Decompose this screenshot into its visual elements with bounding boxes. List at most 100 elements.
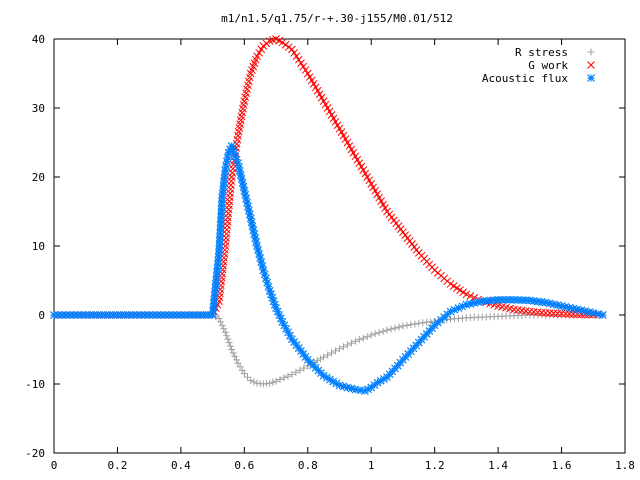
data-point (276, 314, 285, 323)
data-point (165, 311, 173, 319)
x-tick-label: 1.8 (615, 459, 635, 472)
x-tick-label: 1.4 (488, 459, 508, 472)
data-point (379, 200, 387, 209)
data-point (210, 291, 219, 300)
data-point (50, 311, 58, 319)
data-point (220, 325, 228, 333)
data-point (270, 300, 279, 309)
data-point (221, 166, 230, 175)
chart-title: m1/n1.5/q1.75/r-+.30-j155/M0.01/512 (221, 12, 453, 25)
data-point (213, 260, 222, 269)
data-point (213, 264, 222, 273)
data-point (363, 333, 371, 341)
data-point (219, 181, 228, 190)
data-point (256, 254, 265, 262)
data-point (97, 311, 106, 319)
data-point (222, 161, 231, 170)
legend-label: Acoustic flux (482, 72, 568, 85)
data-point (325, 107, 334, 116)
data-point (347, 145, 356, 154)
x-tick-label: 1.2 (425, 459, 445, 472)
data-point (376, 376, 385, 385)
data-point (300, 364, 308, 372)
data-point (292, 368, 300, 376)
data-point (208, 311, 217, 319)
data-point (93, 311, 102, 319)
data-point (216, 221, 225, 230)
data-point (427, 318, 435, 326)
x-tick-label: 0 (51, 459, 58, 472)
data-point (284, 328, 293, 337)
data-point (253, 52, 261, 61)
data-point (272, 377, 280, 385)
data-point (218, 321, 226, 329)
data-point (219, 185, 227, 194)
data-point (553, 301, 562, 310)
data-point (284, 372, 292, 380)
y-tick-label: 0 (38, 309, 45, 322)
data-point (521, 296, 530, 305)
data-point (309, 79, 318, 88)
data-point (275, 311, 284, 319)
data-point (101, 311, 110, 319)
data-point (339, 131, 348, 140)
axis-ticks: 0 0.2 0.4 0.6 0.8 1 1.2 1.4 1.6 1.8 -20 -10 0 10 20 30 4… (25, 33, 635, 472)
data-point (577, 306, 586, 315)
data-point (209, 307, 217, 316)
data-point (379, 327, 387, 335)
data-point (466, 292, 475, 300)
data-point (549, 300, 558, 309)
data-point (367, 180, 376, 188)
data-point (242, 194, 251, 203)
data-point (581, 307, 590, 316)
x-tick-label: 0.6 (234, 459, 254, 472)
data-point (214, 256, 223, 265)
data-point (221, 328, 229, 336)
data-point (196, 311, 205, 319)
x-tick-label: 1 (368, 459, 375, 472)
data-point (339, 343, 347, 351)
data-point (529, 297, 538, 305)
data-point (498, 295, 507, 304)
data-point (351, 385, 360, 394)
data-point (254, 246, 263, 254)
data-point (266, 379, 274, 387)
legend-marker (587, 48, 595, 56)
data-point (353, 155, 362, 164)
data-point (217, 209, 226, 218)
y-tick-label: 20 (32, 171, 45, 184)
data-point (359, 166, 368, 174)
data-point (81, 311, 90, 319)
data-point (403, 321, 411, 329)
data-point (525, 296, 534, 305)
data-point (223, 332, 231, 340)
data-point (280, 321, 289, 330)
data-point (286, 331, 294, 340)
data-point (250, 378, 258, 386)
data-point (383, 326, 391, 334)
data-point (317, 93, 326, 102)
data-point (313, 357, 321, 365)
data-point (215, 314, 223, 322)
x-tick-label: 0.4 (171, 459, 191, 472)
data-point (328, 349, 336, 357)
legend-label: G work (528, 59, 568, 72)
data-point (533, 297, 542, 306)
data-point (281, 40, 290, 49)
data-point (251, 234, 260, 243)
data-point (264, 282, 273, 291)
data-point (506, 295, 514, 304)
data-point (377, 197, 385, 206)
data-point (333, 121, 342, 130)
data-point (313, 86, 322, 95)
data-point (169, 311, 177, 319)
y-tick-label: 10 (32, 240, 45, 253)
data-point (216, 217, 225, 226)
data-point (294, 55, 303, 64)
data-point (419, 319, 427, 327)
data-point (249, 226, 258, 235)
data-point (220, 178, 228, 186)
data-point (446, 307, 455, 316)
data-point (153, 311, 162, 319)
data-point (255, 250, 264, 258)
